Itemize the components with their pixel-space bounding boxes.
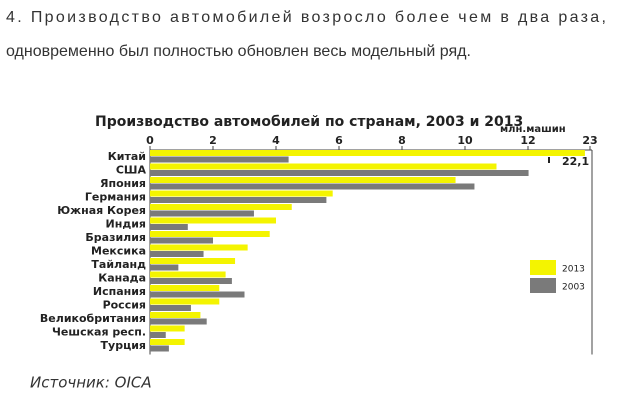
chart-title: Производство автомобилей по странам, 200…: [95, 114, 523, 130]
bar: [150, 231, 270, 237]
bar: [150, 258, 236, 264]
legend-label: 2003: [562, 283, 585, 293]
bar: [150, 312, 201, 318]
y-tick-label: Великобритания: [40, 312, 146, 325]
bar: [150, 271, 226, 278]
bar: [150, 210, 254, 217]
bar: [150, 339, 185, 345]
paragraph-line: 4. Производство автомобилей возросло бол…: [6, 9, 606, 26]
x-tick-label: 0: [146, 134, 154, 147]
x-tick-label: 4: [272, 134, 280, 147]
y-tick-label: Китай: [108, 150, 146, 163]
bar: [150, 237, 213, 244]
legend-swatch: [530, 260, 556, 275]
y-tick-label: Россия: [103, 299, 146, 312]
x-tick-label: 10: [457, 134, 473, 147]
x-tick-label: 2: [209, 134, 217, 147]
bar: [150, 150, 585, 156]
bar: [150, 345, 169, 352]
y-tick-label: Тайланд: [91, 258, 146, 271]
bar: [150, 332, 166, 338]
bar: [150, 325, 185, 332]
legend-label: 2013: [562, 265, 585, 275]
x-tick-label: 8: [398, 134, 406, 147]
bar: [150, 318, 207, 325]
y-tick-label: Чешская респ.: [52, 326, 146, 339]
bar: [150, 298, 220, 305]
y-tick-label: США: [116, 164, 147, 177]
y-tick-label: Германия: [85, 191, 146, 204]
y-tick-label: Мексика: [91, 245, 146, 258]
bar: [150, 264, 179, 271]
y-tick-label: Япония: [100, 177, 146, 190]
x-tick-label: 12: [520, 134, 535, 147]
y-tick-label: Канада: [98, 272, 146, 285]
legend-swatch: [530, 278, 556, 293]
bar: [150, 291, 245, 298]
x-tick-label: 6: [335, 134, 343, 147]
bar: [150, 183, 475, 190]
y-tick-label: Турция: [101, 339, 146, 352]
y-tick-label: Бразилия: [85, 231, 146, 244]
data-label: 22,1: [562, 155, 589, 168]
bar: [150, 190, 333, 197]
bar: [150, 156, 289, 163]
bar: [150, 163, 497, 170]
y-tick-label: Южная Корея: [57, 204, 146, 217]
axis-label: млн.машин: [500, 124, 566, 135]
x-tick-label: 23: [582, 134, 597, 147]
bar: [150, 197, 327, 203]
bar: [150, 170, 529, 176]
bar: [150, 244, 248, 251]
bar: [150, 278, 232, 284]
bar: [150, 305, 191, 311]
source: Источник: OICA: [30, 374, 152, 392]
bar: [150, 204, 292, 210]
bar: [150, 224, 188, 230]
y-tick-label: Индия: [106, 218, 146, 231]
bar: [150, 285, 220, 291]
bar: [150, 217, 276, 224]
y-tick-label: Испания: [93, 285, 146, 298]
paragraph-line: одновременно был полностью обновлен весь…: [6, 43, 471, 60]
bar: [150, 251, 204, 257]
bar: [150, 177, 456, 183]
